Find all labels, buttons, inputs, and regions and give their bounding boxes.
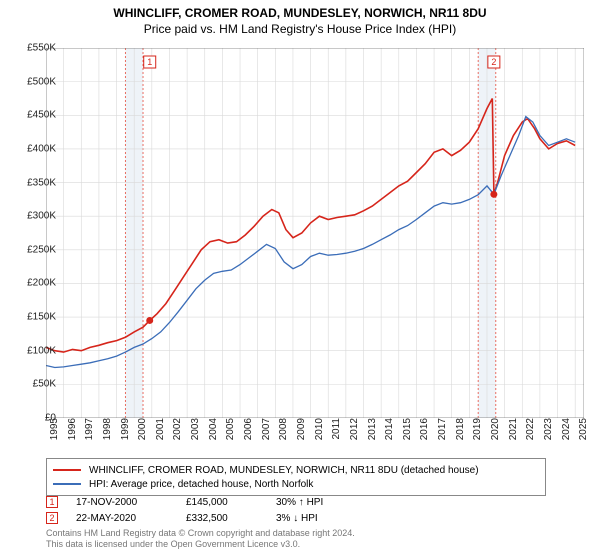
footnote-line-1: Contains HM Land Registry data © Crown c… (46, 528, 355, 539)
footnote: Contains HM Land Registry data © Crown c… (46, 528, 355, 550)
legend-swatch-hpi (53, 483, 81, 485)
x-tick-label: 2011 (331, 418, 342, 448)
price-point-date-2: 22-MAY-2020 (76, 513, 186, 524)
chart-area: 12 (46, 48, 584, 418)
chart-svg: 12 (46, 48, 584, 418)
x-tick-label: 2007 (261, 418, 272, 448)
price-point-num-2: 2 (49, 513, 54, 523)
legend-swatch-property (53, 469, 81, 471)
x-tick-label: 2022 (525, 418, 536, 448)
x-tick-label: 2008 (278, 418, 289, 448)
x-tick-label: 1999 (120, 418, 131, 448)
x-tick-label: 2013 (367, 418, 378, 448)
x-tick-label: 1996 (67, 418, 78, 448)
x-tick-label: 1995 (49, 418, 60, 448)
title-block: WHINCLIFF, CROMER ROAD, MUNDESLEY, NORWI… (0, 0, 600, 36)
svg-text:1: 1 (147, 57, 152, 67)
legend-item-hpi: HPI: Average price, detached house, Nort… (53, 477, 539, 491)
x-tick-label: 2024 (561, 418, 572, 448)
price-point-pct-2: 3% ↓ HPI (276, 513, 366, 524)
x-tick-label: 2010 (314, 418, 325, 448)
x-tick-label: 1997 (84, 418, 95, 448)
y-tick-label: £250K (12, 244, 56, 255)
x-tick-label: 2000 (137, 418, 148, 448)
y-tick-label: £50K (12, 379, 56, 390)
svg-text:2: 2 (491, 57, 496, 67)
x-tick-label: 2006 (243, 418, 254, 448)
y-tick-label: £400K (12, 143, 56, 154)
x-tick-label: 2003 (190, 418, 201, 448)
x-tick-label: 2004 (208, 418, 219, 448)
x-tick-label: 2023 (543, 418, 554, 448)
y-tick-label: £150K (12, 312, 56, 323)
price-point-badge-1: 1 (46, 496, 58, 508)
x-tick-label: 2001 (155, 418, 166, 448)
price-point-row-1: 1 17-NOV-2000 £145,000 30% ↑ HPI (46, 494, 366, 510)
legend: WHINCLIFF, CROMER ROAD, MUNDESLEY, NORWI… (46, 458, 546, 496)
price-point-badge-2: 2 (46, 512, 58, 524)
x-tick-label: 2020 (490, 418, 501, 448)
x-tick-label: 2005 (225, 418, 236, 448)
price-point-num-1: 1 (49, 497, 54, 507)
legend-label-property: WHINCLIFF, CROMER ROAD, MUNDESLEY, NORWI… (89, 465, 479, 476)
price-point-row-2: 2 22-MAY-2020 £332,500 3% ↓ HPI (46, 510, 366, 526)
x-tick-label: 2012 (349, 418, 360, 448)
y-tick-label: £100K (12, 345, 56, 356)
price-point-price-1: £145,000 (186, 497, 276, 508)
y-tick-label: £500K (12, 76, 56, 87)
y-tick-label: £300K (12, 211, 56, 222)
x-tick-label: 2021 (508, 418, 519, 448)
price-point-pct-1: 30% ↑ HPI (276, 497, 366, 508)
chart-subtitle: Price paid vs. HM Land Registry's House … (0, 22, 600, 36)
x-tick-label: 2019 (472, 418, 483, 448)
x-tick-label: 2015 (402, 418, 413, 448)
price-point-date-1: 17-NOV-2000 (76, 497, 186, 508)
y-tick-label: £550K (12, 43, 56, 54)
x-tick-label: 2025 (578, 418, 589, 448)
legend-label-hpi: HPI: Average price, detached house, Nort… (89, 479, 313, 490)
x-tick-label: 2009 (296, 418, 307, 448)
y-tick-label: £350K (12, 177, 56, 188)
legend-item-property: WHINCLIFF, CROMER ROAD, MUNDESLEY, NORWI… (53, 463, 539, 477)
y-tick-label: £450K (12, 110, 56, 121)
price-points-table: 1 17-NOV-2000 £145,000 30% ↑ HPI 2 22-MA… (46, 494, 366, 526)
x-tick-label: 2014 (384, 418, 395, 448)
x-tick-label: 2018 (455, 418, 466, 448)
x-tick-label: 2002 (172, 418, 183, 448)
x-tick-label: 1998 (102, 418, 113, 448)
chart-title: WHINCLIFF, CROMER ROAD, MUNDESLEY, NORWI… (0, 6, 600, 20)
x-tick-label: 2017 (437, 418, 448, 448)
x-tick-label: 2016 (419, 418, 430, 448)
footnote-line-2: This data is licensed under the Open Gov… (46, 539, 355, 550)
y-tick-label: £200K (12, 278, 56, 289)
price-point-price-2: £332,500 (186, 513, 276, 524)
